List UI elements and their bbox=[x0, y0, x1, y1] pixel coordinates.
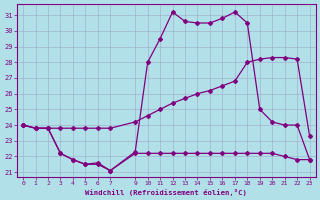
X-axis label: Windchill (Refroidissement éolien,°C): Windchill (Refroidissement éolien,°C) bbox=[85, 189, 247, 196]
